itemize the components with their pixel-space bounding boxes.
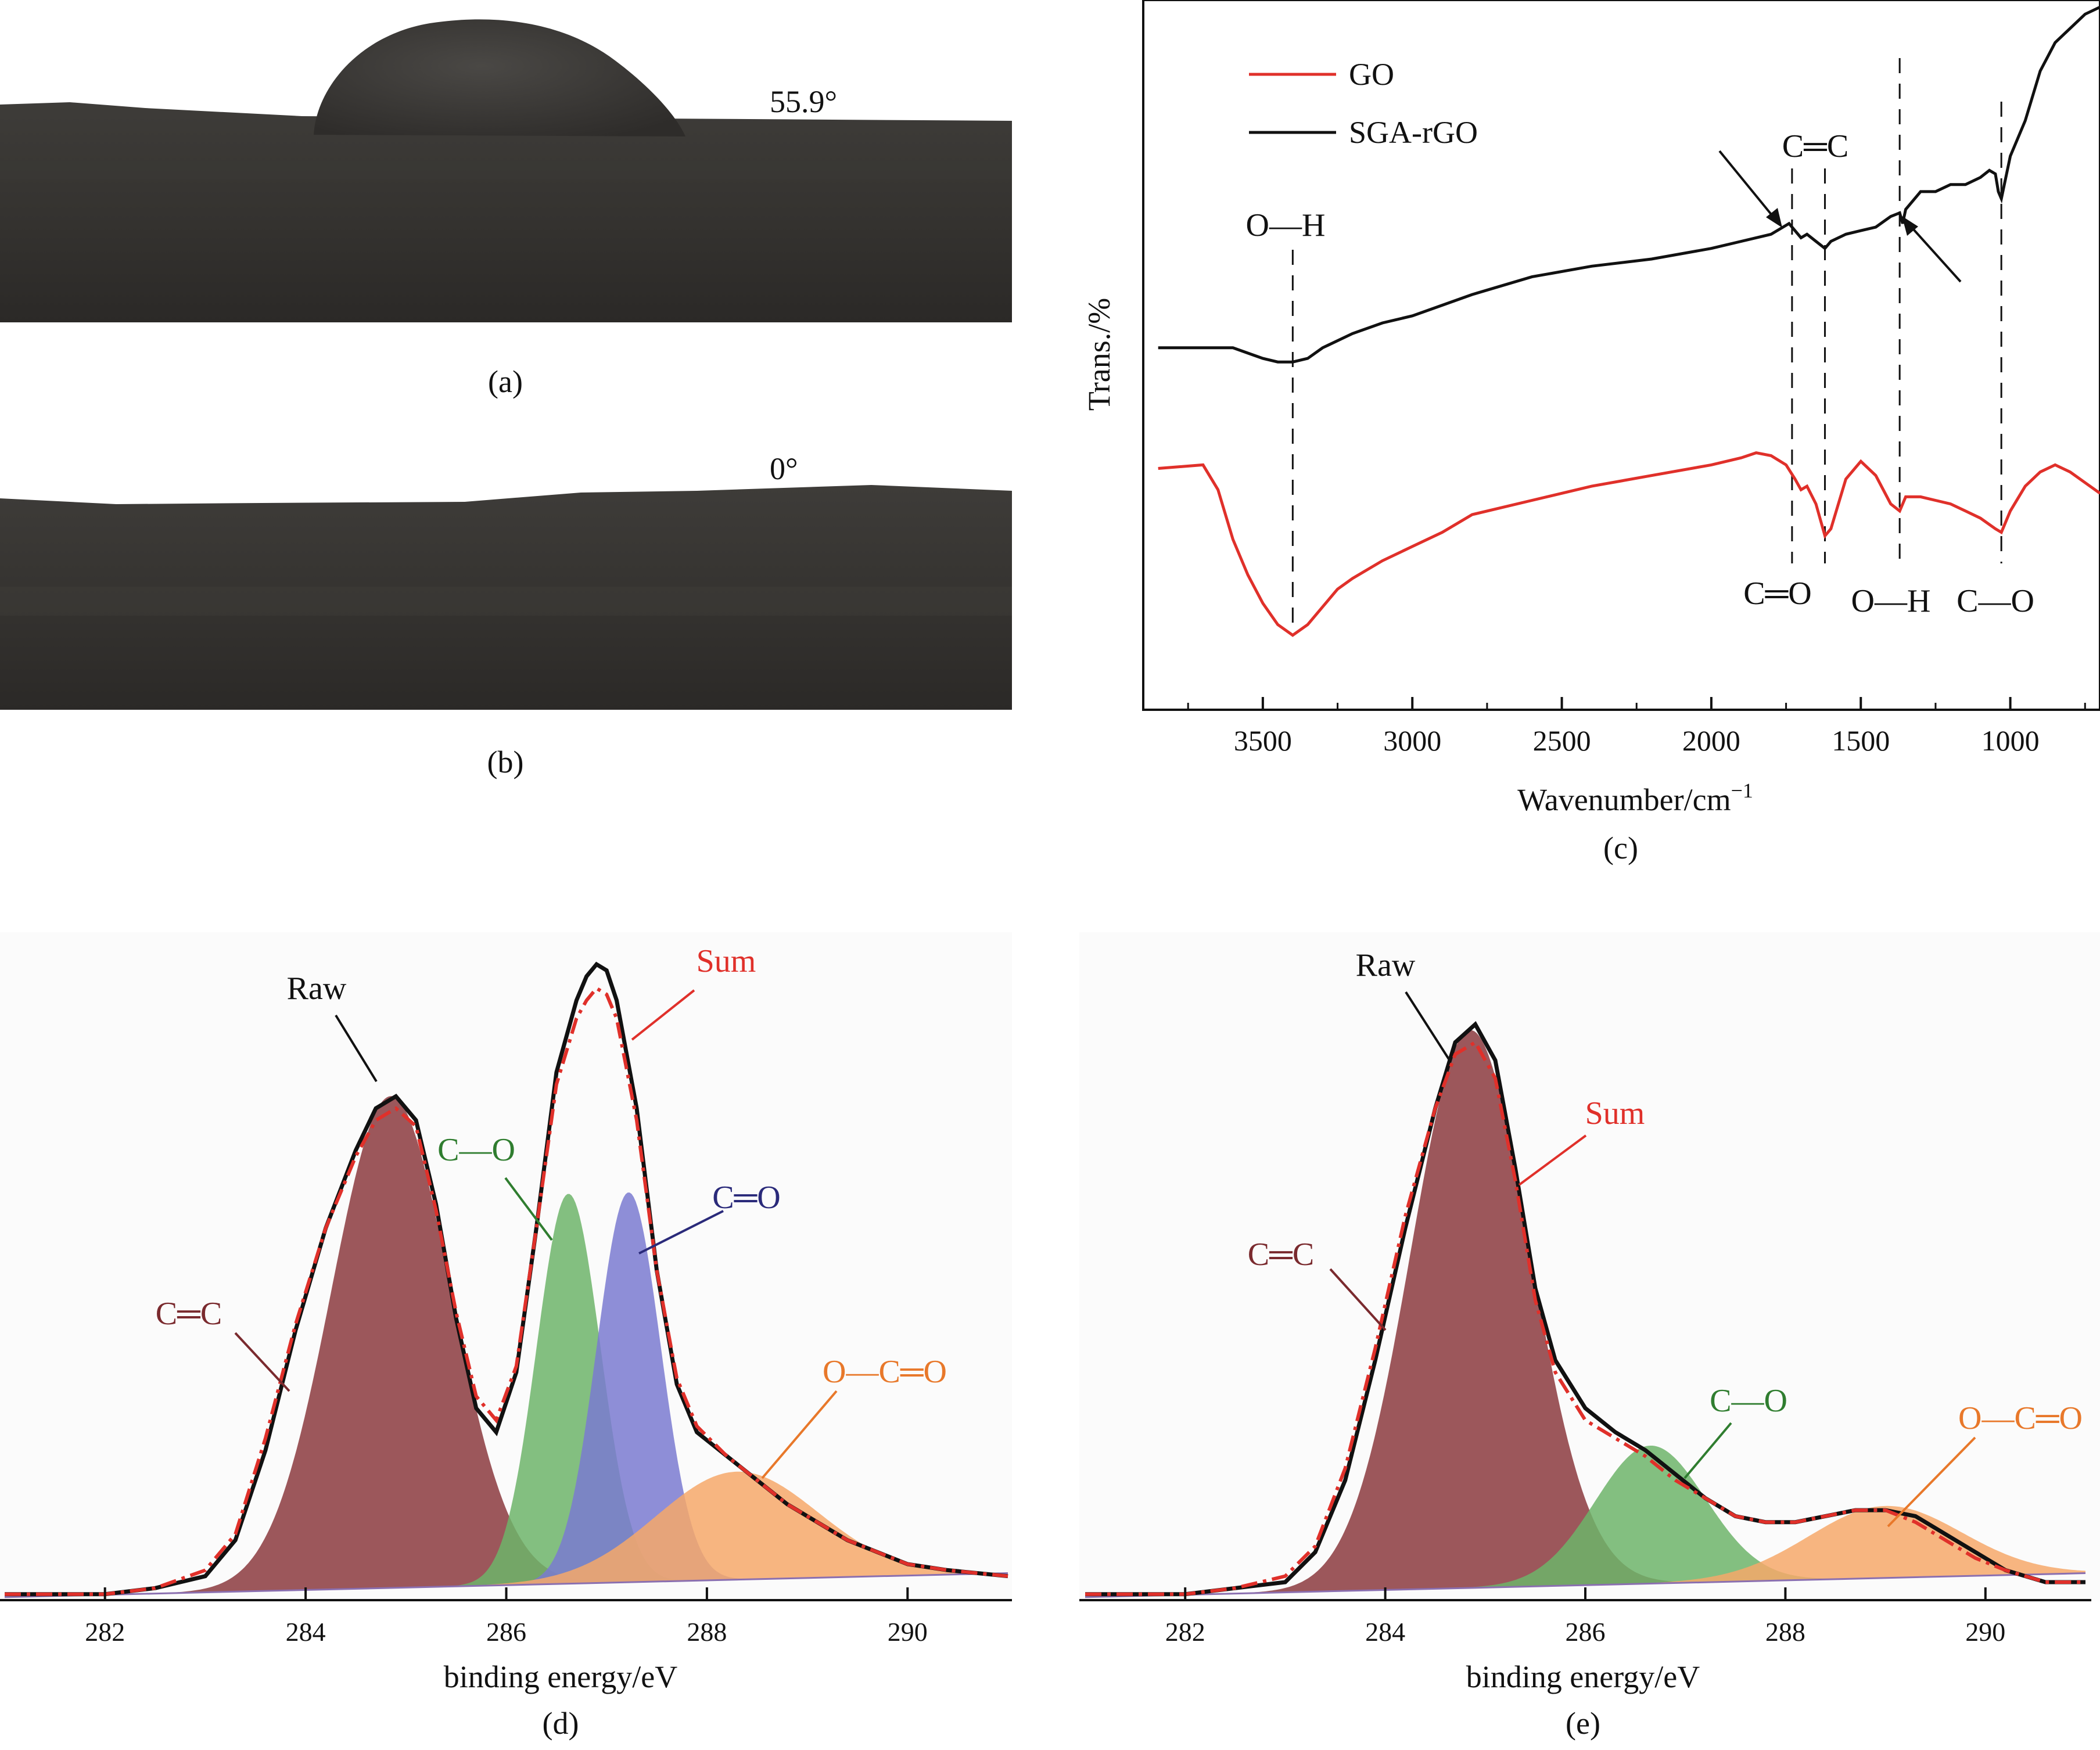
xps-e-leader-occo [1887, 1436, 1976, 1528]
xps-e-label-cc: C═C [1248, 1237, 1314, 1273]
xps-e-leader-cc [1329, 1268, 1387, 1331]
xps-d-label-sum: Sum [697, 943, 756, 979]
xps-d-panel-label: (d) [543, 1706, 579, 1741]
panel-a-substrate [0, 102, 1012, 322]
xps-e-chart: 282 284 286 288 290 Raw Sum C═C C—O O—C═O bi… [1079, 932, 2100, 1741]
ir-tick-label: 2000 [1682, 724, 1740, 757]
xps-d-ticks: 282 284 286 288 290 [85, 1587, 928, 1647]
ir-ann-cc-top: C═C [1782, 128, 1848, 164]
xps-d-leader-raw [335, 1014, 378, 1083]
xps-e-ticks: 282 284 286 288 290 [1165, 1587, 2005, 1647]
ir-series-go [1158, 451, 2100, 637]
xps-d-components [4, 1096, 1008, 1598]
xps-e-raw-line [1085, 1021, 2085, 1597]
xps-e-tick-label: 282 [1165, 1617, 1205, 1647]
ir-panel-label: (c) [1603, 831, 1638, 865]
xps-d-leader-occo [761, 1390, 838, 1479]
xps-e-label-sum: Sum [1585, 1095, 1645, 1131]
ir-arrow-left [1718, 150, 1782, 228]
xps-d-leader-cc [234, 1332, 290, 1392]
xps-e-baseline [1085, 1572, 2086, 1598]
panel-a-photo: 55.9° (a) [0, 0, 1012, 399]
xps-d-tick-label: 286 [486, 1617, 526, 1647]
ir-ticks: 3500 3000 2500 2000 1500 1000 [1187, 697, 2086, 757]
ir-arrow-right [1902, 216, 1962, 283]
xps-d-sum-line [5, 986, 1008, 1596]
panel-a-label: (a) [488, 364, 523, 399]
ir-y-label: Trans./% [1082, 298, 1117, 411]
ir-ann-oh-top: O—H [1246, 207, 1326, 243]
xps-d-label-occo: O—C═O [823, 1354, 947, 1390]
xps-d-tick-label: 288 [687, 1617, 727, 1647]
ir-chart: 3500 3000 2500 2000 1500 1000 GO SGA-rGO O—H … [1082, 0, 2100, 865]
xps-e-label-occo: O—C═O [1958, 1400, 2083, 1436]
xps-e-component-peak [1489, 1505, 2085, 1588]
ir-tick-label: 1000 [1981, 724, 2040, 757]
ir-dashed-lines [1291, 58, 2002, 633]
legend-sga-label: SGA-rGO [1349, 115, 1478, 150]
xps-e-label-raw: Raw [1356, 947, 1416, 983]
xps-e-sum-line [1085, 1040, 2085, 1596]
ir-tick-label: 1500 [1832, 724, 1890, 757]
xps-d-label-cc: C═C [156, 1296, 222, 1332]
xps-e-tick-label: 288 [1765, 1617, 1805, 1647]
panel-a-droplet [314, 19, 685, 136]
xps-e-tick-label: 286 [1566, 1617, 1606, 1647]
ir-x-label: Wavenumber/cm−1 [1517, 779, 1753, 817]
ir-x-label-main: Wavenumber/cm [1517, 782, 1731, 817]
ir-tick-label: 2500 [1533, 724, 1591, 757]
xps-d-chart: 282 284 286 288 290 Raw Sum C═C C—O C═O O—C═… [0, 932, 1012, 1741]
xps-d-tick-label: 290 [888, 1617, 928, 1647]
xps-d-baseline [4, 1572, 1008, 1598]
xps-e-leader-sum [1518, 1134, 1587, 1186]
xps-e-components [1085, 1030, 2086, 1598]
xps-e-component-peak [1162, 1030, 1779, 1596]
xps-d-component-peak [403, 1194, 734, 1588]
panel-b-label: (b) [487, 745, 524, 779]
xps-d-leader-co [504, 1177, 553, 1241]
xps-d-component-peak [463, 1192, 795, 1586]
ir-legend: GO SGA-rGO [1249, 57, 1478, 150]
xps-d-label-cdo: C═O [712, 1180, 780, 1216]
ir-plot-frame [1142, 0, 2100, 711]
xps-e-component-peak [1364, 1446, 1937, 1591]
panel-b-angle: 0° [770, 451, 798, 486]
ir-x-label-sup: −1 [1731, 779, 1753, 802]
xps-e-panel-label: (e) [1566, 1706, 1600, 1741]
xps-e-tick-label: 290 [1965, 1617, 2005, 1647]
xps-d-leader-sum [631, 989, 695, 1041]
ir-series-sga-rgo [1158, 5, 2100, 364]
xps-d-component-peak [82, 1096, 700, 1596]
xps-d-x-label: binding energy/eV [444, 1659, 677, 1694]
xps-d-leader-cdo [638, 1210, 724, 1255]
xps-e-x-label: binding energy/eV [1466, 1659, 1700, 1694]
xps-d-label-raw: Raw [287, 971, 347, 1007]
xps-d-component-peak [317, 1471, 1008, 1590]
xps-e-tick-label: 284 [1365, 1617, 1405, 1647]
panel-a-angle: 55.9° [770, 84, 837, 119]
xps-d-label-co: C—O [437, 1132, 515, 1168]
legend-go-label: GO [1349, 57, 1394, 92]
xps-e-leader-co [1683, 1422, 1732, 1479]
ir-ann-c-o-bottom: C—O [1957, 583, 2034, 619]
xps-e-leader-raw [1405, 991, 1451, 1061]
panel-b-photo: 0° (b) [0, 451, 1012, 779]
ir-tick-label: 3000 [1383, 724, 1441, 757]
xps-e-label-co: C—O [1710, 1383, 1787, 1419]
ir-tick-label: 3500 [1234, 724, 1292, 757]
xps-d-tick-label: 282 [85, 1617, 125, 1647]
xps-d-tick-label: 284 [286, 1617, 326, 1647]
ir-ann-co-bottom: C═O [1743, 576, 1811, 612]
ir-ann-oh-bottom: O—H [1851, 583, 1931, 619]
